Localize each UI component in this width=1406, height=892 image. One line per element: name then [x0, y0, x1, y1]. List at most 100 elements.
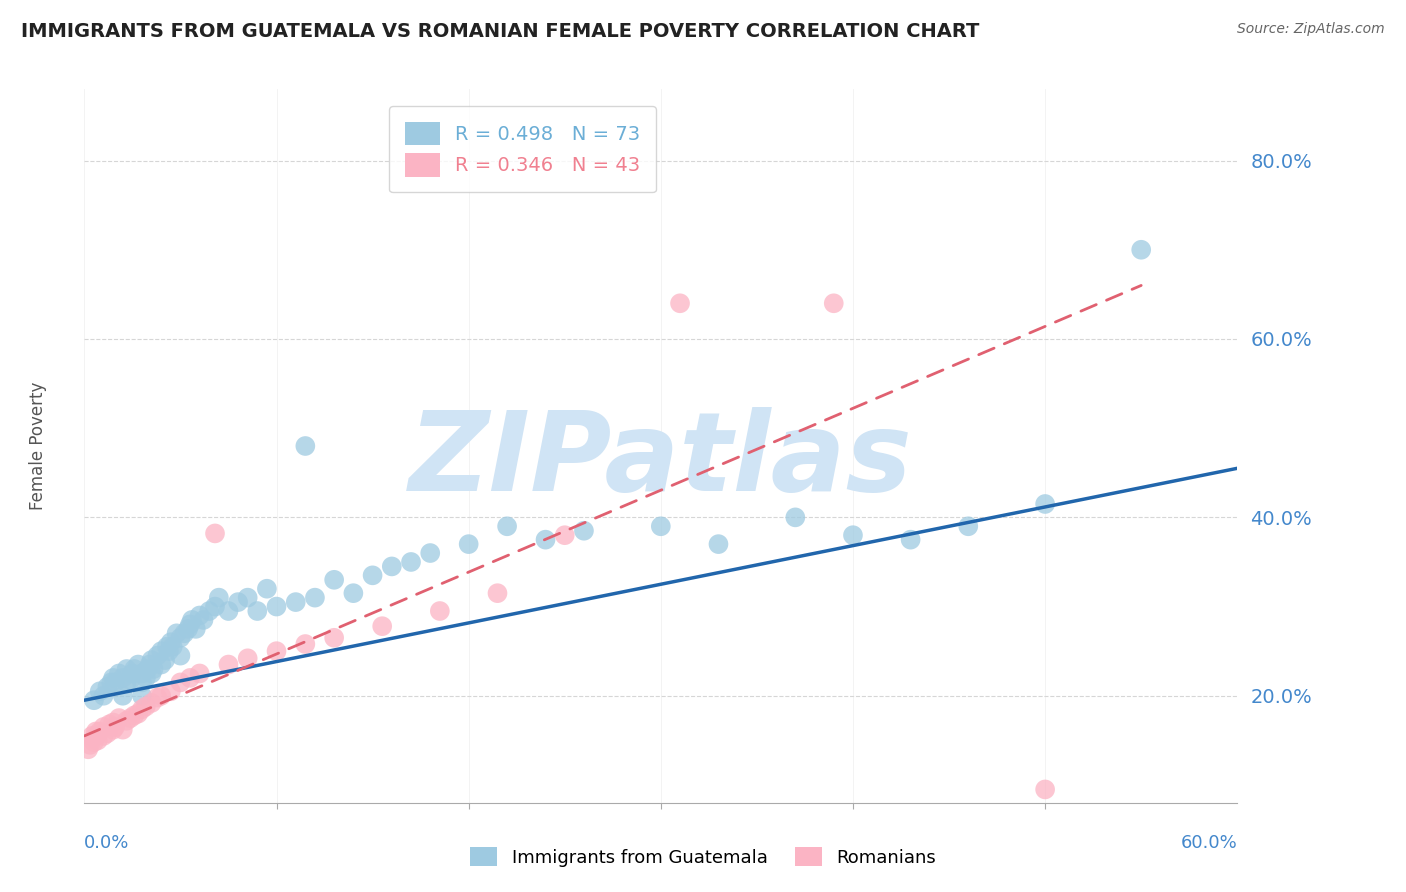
Legend: R = 0.498   N = 73, R = 0.346   N = 43: R = 0.498 N = 73, R = 0.346 N = 43 [389, 106, 655, 193]
Point [153, 653, 176, 667]
Point [166, 626, 188, 640]
Point [226, 595, 249, 609]
Point [156, 640, 179, 654]
Point [179, 617, 201, 632]
Point [121, 666, 143, 681]
Point [142, 662, 165, 676]
Text: IMMIGRANTS FROM GUATEMALA VS ROMANIAN FEMALE POVERTY CORRELATION CHART: IMMIGRANTS FROM GUATEMALA VS ROMANIAN FE… [21, 22, 980, 41]
Point [181, 613, 204, 627]
Point [83, 693, 105, 707]
Point [146, 690, 169, 705]
Point [141, 653, 163, 667]
Point [131, 666, 153, 681]
Point [124, 662, 146, 676]
Point [486, 586, 509, 600]
Point [131, 689, 153, 703]
Point [957, 519, 980, 533]
Legend: Immigrants from Guatemala, Romanians: Immigrants from Guatemala, Romanians [463, 840, 943, 874]
Point [294, 637, 316, 651]
Point [900, 533, 922, 547]
Point [104, 675, 127, 690]
Point [108, 711, 131, 725]
Point [371, 619, 394, 633]
Point [323, 573, 346, 587]
Point [266, 599, 288, 614]
Point [160, 635, 183, 649]
Point [179, 671, 201, 685]
Point [284, 595, 307, 609]
Point [534, 533, 557, 547]
Point [323, 631, 346, 645]
Text: 0.0%: 0.0% [84, 834, 129, 852]
Point [87, 733, 110, 747]
Point [169, 631, 191, 645]
Point [146, 648, 169, 663]
Point [457, 537, 479, 551]
Point [124, 708, 146, 723]
Point [236, 591, 259, 605]
Point [160, 684, 183, 698]
Point [84, 729, 107, 743]
Point [96, 680, 118, 694]
Point [127, 657, 149, 672]
Point [103, 715, 124, 730]
Point [131, 702, 153, 716]
Point [204, 526, 226, 541]
Point [304, 591, 326, 605]
Point [100, 675, 122, 690]
Point [98, 717, 121, 731]
Point [77, 742, 100, 756]
Point [138, 657, 160, 672]
Point [157, 644, 180, 658]
Point [204, 599, 226, 614]
Point [127, 706, 149, 721]
Point [650, 519, 672, 533]
Point [150, 689, 173, 703]
Point [141, 666, 163, 681]
Point [80, 729, 103, 743]
Point [554, 528, 576, 542]
Point [93, 720, 115, 734]
Point [198, 604, 221, 618]
Point [208, 591, 231, 605]
Point [93, 689, 115, 703]
Point [707, 537, 730, 551]
Point [104, 720, 127, 734]
Point [83, 735, 105, 749]
Text: 60.0%: 60.0% [1181, 834, 1237, 852]
Point [136, 662, 159, 676]
Point [785, 510, 807, 524]
Point [342, 586, 364, 600]
Point [184, 622, 207, 636]
Point [361, 568, 384, 582]
Text: Source: ZipAtlas.com: Source: ZipAtlas.com [1237, 22, 1385, 37]
Text: Female Poverty: Female Poverty [30, 382, 48, 510]
Point [256, 582, 278, 596]
Point [89, 684, 111, 698]
Point [669, 296, 692, 310]
Point [842, 528, 865, 542]
Point [419, 546, 441, 560]
Point [218, 657, 240, 672]
Point [399, 555, 422, 569]
Point [572, 524, 595, 538]
Point [120, 711, 142, 725]
Point [135, 699, 157, 714]
Point [236, 651, 259, 665]
Point [246, 604, 269, 618]
Point [169, 675, 191, 690]
Point [84, 724, 107, 739]
Text: ZIPatlas: ZIPatlas [409, 407, 912, 514]
Point [193, 613, 215, 627]
Point [141, 696, 163, 710]
Point [188, 608, 211, 623]
Point [135, 671, 157, 685]
Point [266, 644, 288, 658]
Point [103, 723, 124, 737]
Point [150, 657, 173, 672]
Point [294, 439, 316, 453]
Point [115, 662, 138, 676]
Point [96, 726, 118, 740]
Point [1130, 243, 1153, 257]
Point [169, 648, 191, 663]
